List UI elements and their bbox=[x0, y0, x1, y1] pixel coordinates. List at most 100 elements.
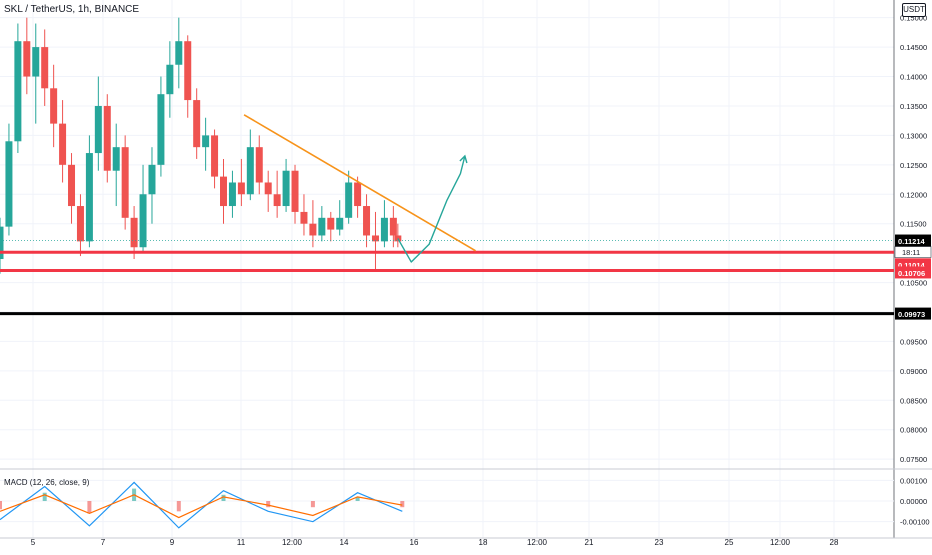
macd-histogram-bar bbox=[266, 501, 271, 508]
candle-down bbox=[273, 194, 281, 207]
y-tick-label: 0.14000 bbox=[900, 73, 927, 82]
candle-up bbox=[5, 141, 13, 227]
y-tick-label: 0.11500 bbox=[900, 220, 927, 229]
candle-down bbox=[130, 217, 138, 248]
y-tick-label: 0.09500 bbox=[900, 337, 927, 346]
countdown-badge: 18:11 bbox=[902, 248, 920, 257]
x-tick-label: 9 bbox=[170, 538, 175, 547]
y-tick-label: 0.09000 bbox=[900, 367, 927, 376]
candle-up bbox=[282, 170, 290, 207]
candle-down bbox=[363, 206, 371, 236]
candle-up bbox=[148, 164, 156, 195]
candle-down bbox=[184, 41, 192, 101]
candle-up bbox=[85, 153, 93, 242]
candle-down bbox=[211, 135, 219, 177]
candle-down bbox=[255, 147, 263, 183]
last-price-badge: 0.11214 bbox=[898, 237, 926, 246]
y-tick-label: 0.12000 bbox=[900, 190, 927, 199]
macd-histogram-bar bbox=[176, 501, 181, 512]
macd-y-tick-label: -0.00100 bbox=[900, 518, 930, 527]
macd-histogram-bar bbox=[310, 501, 315, 508]
y-tick-label: 0.13500 bbox=[900, 102, 927, 111]
macd-histogram-bar bbox=[355, 496, 360, 501]
candle-down bbox=[220, 176, 227, 207]
candle-up bbox=[202, 135, 210, 148]
candle-down bbox=[23, 41, 31, 77]
candle-up bbox=[228, 182, 236, 207]
x-tick-label: 23 bbox=[655, 538, 664, 547]
x-tick-label: 11 bbox=[237, 538, 246, 547]
x-tick-label: 16 bbox=[410, 538, 419, 547]
y-tick-label: 0.12500 bbox=[900, 161, 927, 170]
candle-down bbox=[237, 182, 245, 195]
y-tick-label: 0.14500 bbox=[900, 43, 927, 52]
candle-up bbox=[0, 226, 4, 260]
candle-up bbox=[336, 217, 344, 230]
candle-up bbox=[112, 147, 120, 171]
candle-up bbox=[14, 41, 22, 142]
candle-down bbox=[50, 88, 58, 124]
candle-up bbox=[157, 94, 165, 165]
level-badge-2-bg bbox=[895, 266, 931, 279]
x-tick-label: 12:00 bbox=[527, 538, 548, 547]
candle-down bbox=[103, 105, 111, 171]
y-tick-label: 0.13000 bbox=[900, 131, 927, 140]
candle-down bbox=[59, 123, 67, 165]
candle-up bbox=[345, 182, 353, 218]
x-tick-label: 14 bbox=[340, 538, 349, 547]
macd-line bbox=[0, 481, 403, 529]
x-tick-label: 12:00 bbox=[282, 538, 303, 547]
countdown-badge-bg bbox=[894, 246, 932, 258]
candle-down bbox=[327, 217, 335, 230]
candle-up bbox=[32, 47, 40, 77]
candle-down bbox=[264, 182, 272, 195]
projection-path bbox=[397, 155, 466, 263]
y-tick-label: 0.07500 bbox=[900, 455, 927, 464]
level-badge-2: 0.10706 bbox=[898, 269, 925, 278]
candle-up bbox=[175, 41, 183, 65]
macd-histogram-bar bbox=[0, 501, 2, 510]
y-tick-label: 0.08500 bbox=[900, 396, 927, 405]
last-price-badge-bg bbox=[895, 234, 931, 247]
level-badge-3: 0.09973 bbox=[898, 310, 925, 319]
macd-histogram-bar bbox=[87, 501, 92, 514]
candle-down bbox=[68, 164, 76, 207]
macd-y-tick-label: 0.00100 bbox=[900, 476, 927, 485]
x-tick-label: 28 bbox=[830, 538, 839, 547]
x-tick-label: 5 bbox=[31, 538, 36, 547]
candle-up bbox=[380, 217, 388, 242]
macd-histogram-bar bbox=[42, 492, 47, 501]
candle-down bbox=[121, 147, 129, 218]
level-badge-3-bg bbox=[895, 307, 931, 320]
candle-down bbox=[291, 170, 299, 212]
candle-down bbox=[389, 217, 397, 236]
signal-line bbox=[0, 494, 403, 519]
x-tick-label: 7 bbox=[101, 538, 106, 547]
x-tick-label: 21 bbox=[585, 538, 594, 547]
currency-badge[interactable]: USDT bbox=[902, 3, 926, 17]
x-tick-label: 25 bbox=[725, 538, 734, 547]
candle-up bbox=[94, 105, 102, 154]
candle-down bbox=[309, 223, 317, 236]
candle-down bbox=[41, 47, 49, 89]
macd-histogram-bar bbox=[221, 494, 226, 501]
level-badge-1: 0.11014 bbox=[898, 261, 926, 270]
candle-down bbox=[193, 100, 201, 148]
y-tick-label: 0.08000 bbox=[900, 426, 927, 435]
macd-y-tick-label: 0.00000 bbox=[900, 497, 927, 506]
x-tick-label: 12:00 bbox=[770, 538, 791, 547]
candle-up bbox=[139, 194, 147, 248]
candle-up bbox=[166, 64, 174, 95]
candle-down bbox=[354, 182, 362, 207]
symbol-title: SKL / TetherUS, 1h, BINANCE bbox=[4, 4, 140, 15]
candle-down bbox=[76, 206, 84, 242]
y-tick-label: 0.10500 bbox=[900, 279, 927, 288]
candle-down bbox=[371, 235, 379, 242]
x-tick-label: 18 bbox=[479, 538, 488, 547]
projection-arrowhead bbox=[459, 154, 468, 164]
macd-title: MACD (12, 26, close, 9) bbox=[4, 478, 90, 487]
candle-up bbox=[318, 217, 326, 236]
